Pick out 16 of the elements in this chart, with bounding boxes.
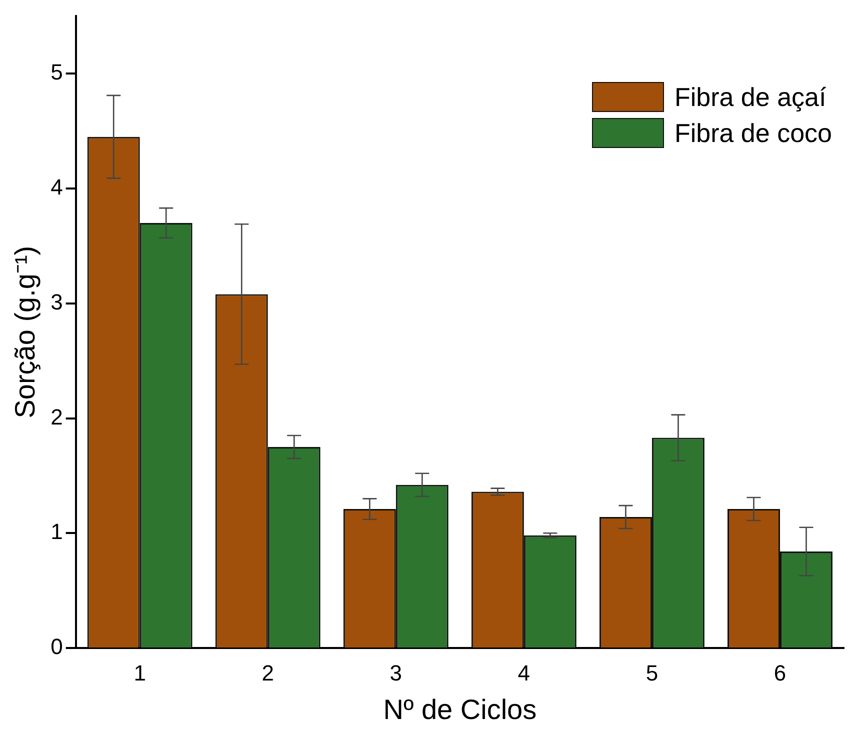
x-tick-label: 4 <box>518 660 530 686</box>
legend-label: Fibra de açaí <box>674 82 826 113</box>
y-axis-title: Sorção (g.g⁻¹) <box>10 246 41 418</box>
x-tick-label: 1 <box>134 660 146 686</box>
x-tick-label: 2 <box>262 660 274 686</box>
x-tick-label: 3 <box>390 660 402 686</box>
legend-label: Fibra de coco <box>674 118 832 149</box>
y-tick-label: 2 <box>50 404 63 430</box>
y-tick-label: 3 <box>50 289 63 314</box>
y-tick-label: 5 <box>50 60 63 85</box>
y-tick-label: 1 <box>50 519 63 544</box>
x-axis-title: Nº de Ciclos <box>383 694 537 725</box>
x-tick-label: 5 <box>646 660 658 686</box>
y-tick-label: 4 <box>50 174 63 200</box>
y-tick-label: 0 <box>50 634 63 660</box>
x-tick-label: 6 <box>774 660 786 686</box>
